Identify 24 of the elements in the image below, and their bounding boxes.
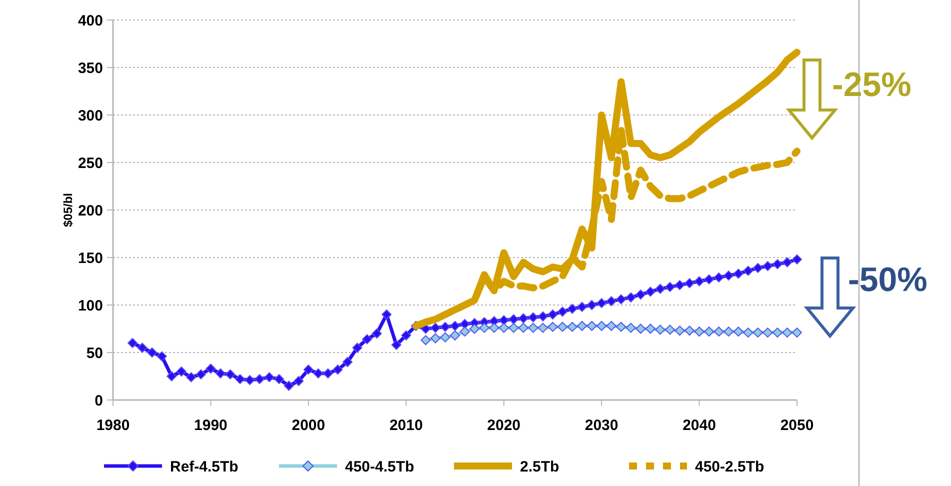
legend-label: 2.5Tb (520, 458, 560, 476)
x-tick-label: 2010 (389, 417, 423, 434)
legend-label: Ref-4.5Tb (170, 458, 238, 476)
x-tick-label: 2020 (487, 417, 521, 434)
x-tick-label: 2030 (584, 417, 618, 434)
y-tick-label: 250 (78, 154, 103, 172)
y-tick-label: 300 (78, 107, 103, 124)
text: -50% (848, 261, 928, 299)
y-tick-label: 150 (78, 250, 103, 267)
y-tick-label: 0 (94, 392, 103, 410)
y-axis-title: $05/bl (61, 192, 75, 228)
y-tick-label: 350 (78, 60, 103, 77)
legend-label: 450-4.5Tb (345, 458, 414, 476)
text: -25% (832, 66, 912, 104)
y-tick-label: 200 (78, 202, 103, 220)
x-tick-label: 1990 (194, 417, 228, 434)
y-tick-label: 50 (86, 344, 103, 362)
y-tick-label: 400 (78, 12, 103, 30)
y-tick-label: 100 (78, 297, 103, 314)
x-tick-label: 2000 (292, 417, 326, 434)
legend-label: 450-2.5Tb (695, 458, 764, 476)
x-tick-label: 2050 (780, 417, 814, 434)
x-tick-label: 2040 (682, 417, 716, 434)
x-tick-label: 1980 (96, 417, 130, 434)
